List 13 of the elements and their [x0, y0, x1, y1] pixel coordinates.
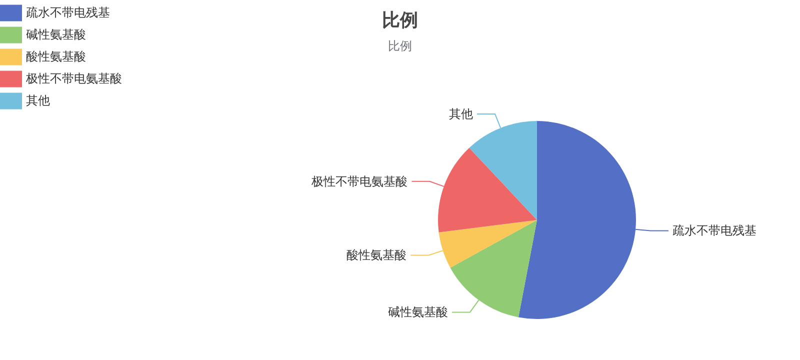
legend-label: 碱性氨基酸 — [26, 27, 86, 42]
slice-label: 疏水不带电残基 — [672, 224, 756, 238]
legend-label: 其他 — [26, 93, 50, 108]
slice-label: 碱性氨基酸 — [388, 305, 448, 320]
slice-label: 酸性氨基酸 — [346, 248, 407, 262]
slice-label: 极性不带电氨基酸 — [310, 174, 408, 188]
text: 比例 — [388, 39, 412, 53]
slice-label: 其他 — [449, 107, 474, 122]
legend-label: 极性不带电氨基酸 — [26, 71, 122, 86]
pie-slice — [450, 220, 537, 318]
legend-label: 疏水不带电残基 — [26, 5, 110, 20]
chart-title: 比例 — [382, 10, 418, 31]
legend-label: 酸性氨基酸 — [26, 49, 86, 64]
